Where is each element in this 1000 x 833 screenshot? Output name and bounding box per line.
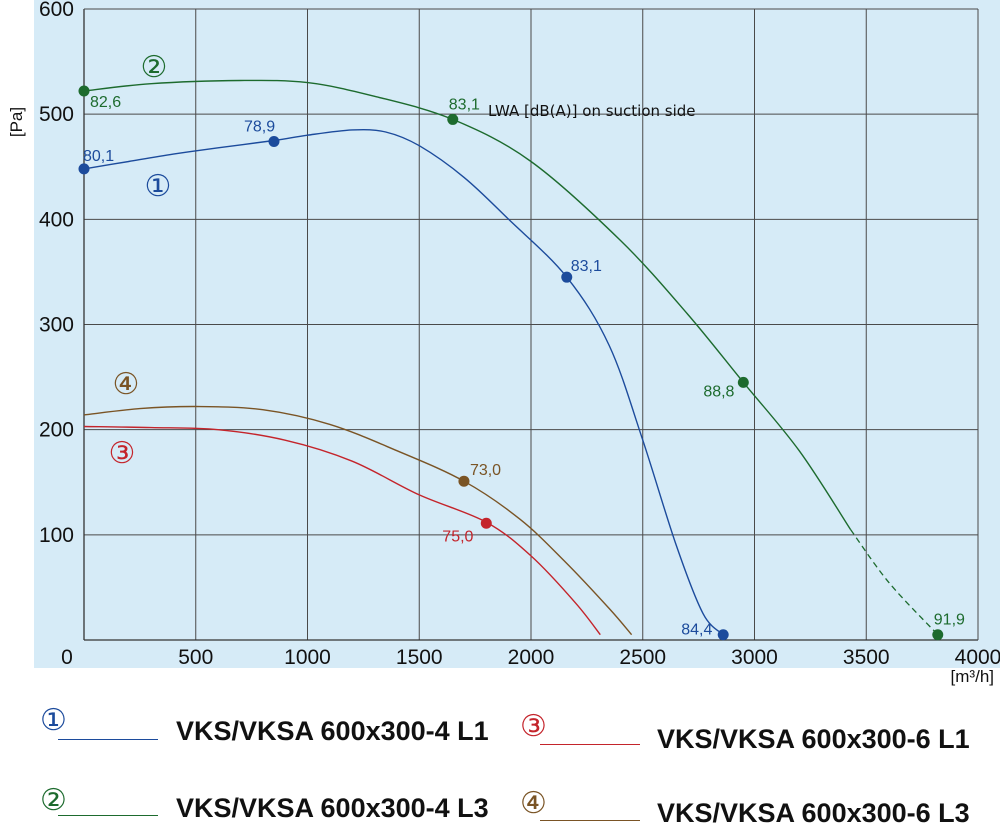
legend-line-1 [58, 739, 158, 740]
curve-number-3: ③ [109, 436, 136, 471]
data-label-1: 80,1 [83, 148, 114, 165]
data-label-2: 91,9 [934, 612, 965, 629]
x-tick-label: 1500 [396, 646, 443, 669]
data-label-2: 82,6 [90, 94, 121, 111]
legend-label-4: VKS/VKSA 600x300-6 L3 [657, 798, 970, 828]
legend-label-1: VKS/VKSA 600x300-4 L1 [176, 716, 489, 746]
lwa-annotation: LWA [dB(A)] on suction side [488, 102, 696, 120]
legend-number-3: ③ [520, 709, 547, 744]
data-point-2 [737, 376, 749, 388]
series-curve-dashed-2 [850, 529, 939, 636]
y-tick-label: 300 [39, 314, 74, 337]
legend-number-4: ④ [520, 786, 547, 821]
curve-number-2: ② [141, 50, 168, 85]
legend-line-4 [540, 820, 640, 821]
data-point-3 [480, 517, 492, 529]
curve-number-1: ① [145, 169, 172, 204]
legend-number-1: ① [40, 703, 67, 738]
legend-line-2 [58, 815, 158, 816]
data-point-1 [561, 271, 573, 283]
x-tick-label: 3500 [843, 646, 890, 669]
legend-label-2: VKS/VKSA 600x300-4 L3 [176, 793, 489, 823]
data-point-1 [717, 629, 729, 641]
data-point-4 [458, 475, 470, 487]
data-label-4: 73,0 [470, 462, 501, 479]
x-tick-label: 1000 [284, 646, 331, 669]
curve-number-4: ④ [113, 367, 140, 402]
data-label-2: 88,8 [703, 383, 734, 400]
y-tick-label: 200 [39, 419, 74, 442]
series-curve-1 [83, 128, 724, 636]
y-tick-label: 500 [39, 103, 74, 126]
x-tick-label: 4000 [955, 646, 1000, 669]
x-tick-label: 0 [61, 646, 73, 669]
y-axis-label: [Pa] [7, 107, 26, 137]
data-point-1 [268, 136, 280, 148]
legend-label-3: VKS/VKSA 600x300-6 L1 [657, 724, 970, 754]
data-points: 80,1 78,9 83,1 84,4 82,6 83,1 88,8 91,9 75,0 73,0 [78, 85, 965, 641]
y-tick-label: 600 [39, 0, 74, 21]
fan-curve-chart: 0 500 1000 1500 2000 2500 3000 3500 4000 100 200 30… [7, 0, 1000, 686]
curve-number-labels: ① ② ③ ④ [109, 50, 172, 471]
x-tick-label: 2500 [619, 646, 666, 669]
grid-lines [83, 8, 979, 641]
series-curve-4 [83, 405, 633, 636]
data-point-1 [78, 163, 90, 175]
x-axis-label: [m³/h] [951, 667, 994, 686]
data-point-2 [447, 113, 459, 125]
tick-labels: 0 500 1000 1500 2000 2500 3000 3500 4000 100 200 30… [39, 0, 1000, 669]
data-label-1: 78,9 [244, 119, 275, 136]
data-point-2 [78, 85, 90, 97]
legend-line-3 [540, 744, 640, 745]
x-tick-label: 500 [178, 646, 213, 669]
series-curve-3 [83, 425, 601, 636]
y-tick-label: 100 [39, 524, 74, 547]
x-tick-label: 3000 [731, 646, 778, 669]
data-point-2 [932, 629, 944, 641]
data-label-3: 75,0 [442, 528, 473, 545]
x-tick-label: 2000 [508, 646, 555, 669]
plot-background [34, 0, 1000, 668]
data-label-2: 83,1 [449, 96, 480, 113]
data-label-1: 84,4 [681, 622, 712, 639]
y-tick-label: 400 [39, 208, 74, 231]
data-label-1: 83,1 [571, 258, 602, 275]
series-curves [83, 79, 939, 636]
legend-number-2: ② [40, 783, 67, 818]
series-curve-2 [83, 79, 852, 530]
